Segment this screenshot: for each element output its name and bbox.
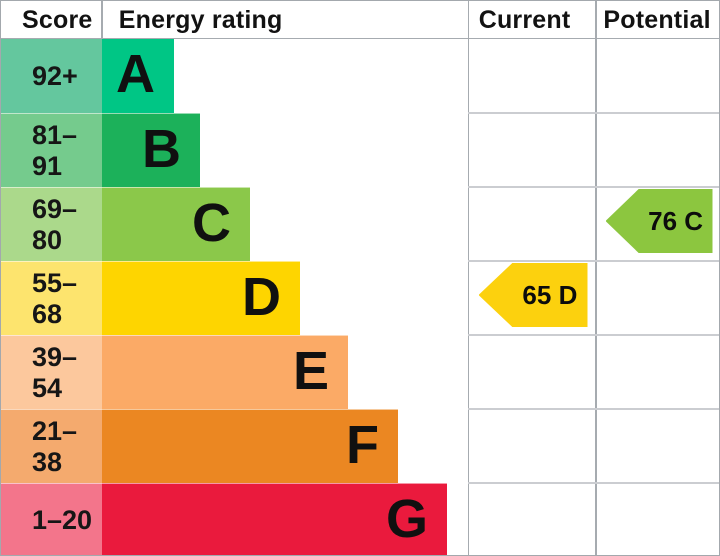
band-bar-b: B xyxy=(102,113,200,187)
band-row-g: 1–20 G xyxy=(1,483,719,555)
header-potential: Potential xyxy=(603,5,711,34)
band-row-f: 21–38 F xyxy=(1,409,719,483)
rating-bands: 92+ A 81–91 B 69–80 C 55–68 D 39–54 E 21–38 F 1–20 G xyxy=(1,39,719,555)
band-letter-e: E xyxy=(292,340,329,401)
potential-rating-arrow-label: 76 C xyxy=(648,206,704,236)
header-current: Current xyxy=(478,5,571,34)
band-letter-f: F xyxy=(346,414,379,475)
band-bar-f: F xyxy=(102,409,398,483)
row-separator xyxy=(467,408,719,410)
band-letter-a: A xyxy=(116,44,155,104)
header-energy-rating: Energy rating xyxy=(118,5,283,34)
column-divider xyxy=(595,1,597,555)
band-letter-g: G xyxy=(385,488,428,549)
band-row-b: 81–91 B xyxy=(1,113,719,187)
band-bar-c: C xyxy=(102,187,250,261)
current-rating-arrow-label: 65 D xyxy=(522,280,578,310)
header-score: Score xyxy=(22,5,93,34)
band-row-c: 69–80 C xyxy=(1,187,719,261)
band-bar-d: D xyxy=(102,261,300,335)
band-bar-g: G xyxy=(102,483,447,555)
band-letter-d: D xyxy=(242,266,281,327)
row-separator xyxy=(467,334,719,336)
band-row-d: 55–68 D xyxy=(1,261,719,335)
header-column-divider xyxy=(101,1,103,39)
score-range-a: 92+ xyxy=(1,39,102,113)
band-bar-a: A xyxy=(102,39,174,113)
row-separator xyxy=(467,112,719,114)
header-underline xyxy=(1,37,719,39)
score-range-b: 81–91 xyxy=(1,113,102,187)
score-range-e: 39–54 xyxy=(1,335,102,409)
score-range-c: 69–80 xyxy=(1,187,102,261)
row-separator xyxy=(467,186,719,188)
column-divider xyxy=(467,1,469,555)
row-separator xyxy=(467,260,719,262)
table-header: Score Energy rating Current Potential xyxy=(1,1,719,39)
band-letter-b: B xyxy=(142,118,181,179)
band-row-a: 92+ A xyxy=(1,39,719,113)
row-separator xyxy=(467,482,719,484)
score-range-g: 1–20 xyxy=(1,483,102,555)
score-range-f: 21–38 xyxy=(1,409,102,483)
band-letter-c: C xyxy=(192,192,231,253)
band-bar-e: E xyxy=(102,335,348,409)
score-range-d: 55–68 xyxy=(1,261,102,335)
band-row-e: 39–54 E xyxy=(1,335,719,409)
